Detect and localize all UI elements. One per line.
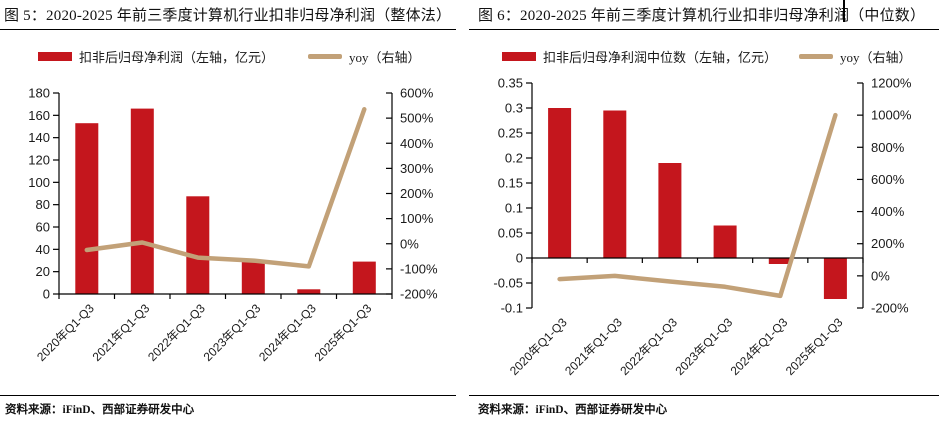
line-series-swatch (308, 54, 343, 59)
bar (823, 258, 847, 299)
footer-divider-line (0, 395, 456, 396)
source-note: 资料来源：iFinD、西部证券研发中心 (478, 404, 668, 416)
y-axis-left-label: 140 (28, 130, 50, 145)
bar-line-chart-figure-5: 0 20 40 60 80 100 120 140 160 180 -200% -100% 0% 100%… (28, 86, 438, 364)
bar-series-swatch (38, 52, 72, 61)
y-axis-left-label: 40 (36, 242, 50, 257)
y-axis-right-label: 0% (400, 236, 419, 251)
legend-item-bar: 扣非后归母净利润中位数（左轴，亿元） (502, 47, 777, 66)
legend-item-line: yoy（右轴） (799, 47, 912, 66)
figure-5: 图 5：2020-2025 年前三季度计算机行业扣非归母净利润（整体法） 扣非后… (0, 0, 462, 426)
y-axis-right-label: 600% (400, 86, 434, 101)
y-axis-left-label: 0 (516, 251, 523, 266)
bar (603, 110, 627, 258)
y-axis-left-label: 60 (36, 220, 50, 235)
bar-series-swatch (502, 52, 536, 61)
source-note: 资料来源：iFinD、西部证券研发中心 (5, 404, 195, 416)
y-axis-left-label: 0.05 (498, 226, 523, 241)
y-axis-right-label: 1000% (871, 108, 912, 123)
y-axis-right-label: 300% (400, 161, 434, 176)
y-axis-right-label: 600% (871, 172, 905, 187)
y-axis-right-label: 500% (400, 111, 434, 126)
legend: 扣非后归母净利润（左轴，亿元） yoy（右轴） (38, 47, 421, 66)
y-axis-left-label: 20 (36, 264, 50, 279)
figure-title: 图 5：2020-2025 年前三季度计算机行业扣非归母净利润（整体法） (4, 8, 452, 24)
x-axis-label: 2025年Q1-Q3 (312, 301, 375, 364)
x-axis-label: 2025年Q1-Q3 (783, 315, 846, 378)
y-axis-left-label: 0 (43, 287, 50, 302)
y-axis-left-label: 160 (28, 108, 50, 123)
x-axis-label: 2024年Q1-Q3 (256, 301, 319, 364)
y-axis-right-label: 400% (871, 204, 905, 219)
y-axis-right-label: 200% (400, 186, 434, 201)
y-axis-left-label: -0.1 (501, 301, 523, 316)
x-axis-label: 2024年Q1-Q3 (728, 315, 791, 378)
bar-line-chart-figure-6: -0.1 -0.05 0 0.05 0.1 0.15 0.2 0.25 0.3 0.35 -200%… (493, 76, 912, 378)
x-axis-label: 2022年Q1-Q3 (145, 301, 208, 364)
y-axis-left-label: -0.05 (493, 276, 523, 291)
bar (548, 108, 572, 258)
y-axis-left-label: 0.35 (498, 76, 523, 91)
bar (768, 258, 792, 264)
figure-6: 图 6：2020-2025 年前三季度计算机行业扣非归母净利润（中位数） 扣非后… (469, 0, 939, 426)
y-axis-left-label: 100 (28, 175, 50, 190)
footer-divider-line (469, 395, 939, 396)
legend-label: yoy（右轴） (349, 50, 421, 65)
bar (186, 196, 210, 294)
bar (130, 108, 154, 294)
figure-title: 图 6：2020-2025 年前三季度计算机行业扣非归母净利润（中位数） (478, 8, 926, 24)
line-series-swatch (799, 54, 834, 59)
column-border-line (843, 0, 845, 22)
x-axis-label: 2021年Q1-Q3 (562, 315, 625, 378)
y-axis-left-label: 80 (36, 197, 50, 212)
bar (297, 289, 321, 294)
y-axis-right-label: -200% (400, 287, 438, 302)
y-axis-right-label: 0% (871, 268, 890, 283)
legend-label: 扣非后归母净利润中位数（左轴，亿元） (543, 50, 778, 65)
x-axis-label: 2021年Q1-Q3 (90, 301, 153, 364)
legend-item-bar: 扣非后归母净利润（左轴，亿元） (38, 47, 274, 66)
y-axis-left-label: 0.25 (498, 126, 523, 141)
yoy-line (84, 107, 367, 269)
y-axis-right-label: -100% (400, 261, 438, 276)
y-axis-left-label: 0.15 (498, 176, 523, 191)
legend-label: yoy（右轴） (840, 50, 912, 65)
legend-item-line: yoy（右轴） (308, 47, 421, 66)
y-axis-left-label: 120 (28, 153, 50, 168)
title-divider-line (0, 29, 456, 30)
y-axis-right-label: -200% (871, 301, 909, 316)
y-axis-right-label: 1200% (871, 76, 912, 91)
title-divider-line (469, 29, 939, 30)
yoy-line (557, 112, 838, 299)
y-axis-left-label: 0.2 (505, 151, 523, 166)
bar (75, 123, 99, 294)
x-axis-label: 2023年Q1-Q3 (201, 301, 264, 364)
legend: 扣非后归母净利润中位数（左轴，亿元） yoy（右轴） (502, 47, 912, 66)
y-axis-right-label: 400% (400, 136, 434, 151)
x-axis-label: 2020年Q1-Q3 (507, 315, 570, 378)
x-axis-label: 2022年Q1-Q3 (617, 315, 680, 378)
y-axis-left-label: 0.3 (505, 101, 523, 116)
bar (241, 259, 265, 294)
x-axis-label: 2020年Q1-Q3 (34, 301, 97, 364)
legend-label: 扣非后归母净利润（左轴，亿元） (79, 50, 275, 65)
bar (658, 163, 682, 258)
bar (352, 261, 376, 294)
y-axis-left-label: 180 (28, 86, 50, 101)
y-axis-left-label: 0.1 (505, 201, 523, 216)
bar (713, 225, 737, 258)
y-axis-right-label: 800% (871, 140, 905, 155)
y-axis-right-label: 100% (400, 211, 434, 226)
y-axis-right-label: 200% (871, 236, 905, 251)
x-axis-label: 2023年Q1-Q3 (672, 315, 735, 378)
